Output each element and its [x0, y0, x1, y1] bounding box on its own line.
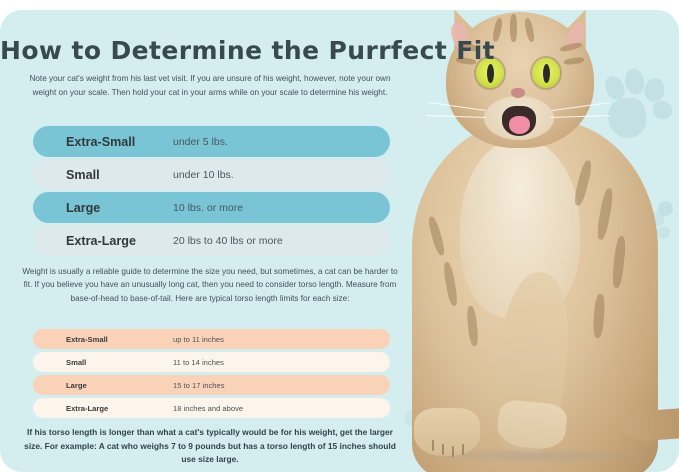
infographic-card: How to Determine the Purrfect Fit Note y…	[0, 10, 679, 472]
size-value: under 10 lbs.	[173, 168, 234, 181]
table-row: Extra-Large 18 inches and above	[33, 398, 390, 418]
weight-size-table: Extra-Small under 5 lbs. Small under 10 …	[33, 126, 390, 258]
size-label: Extra-Large	[66, 233, 136, 248]
page-title: How to Determine the Purrfect Fit	[0, 36, 496, 65]
size-label: Extra-Large	[66, 403, 109, 413]
table-row: Large 15 to 17 inches	[33, 375, 390, 395]
footer-paragraph: If his torso length is longer than what …	[24, 427, 396, 465]
size-value: 20 lbs to 40 lbs or more	[173, 234, 283, 247]
table-row: Extra-Small up to 11 inches	[33, 329, 390, 349]
size-value: under 5 lbs.	[173, 135, 228, 148]
cat-photo	[398, 10, 679, 472]
size-value: 10 lbs. or more	[173, 201, 244, 214]
torso-value: 18 inches and above	[173, 403, 244, 413]
table-row: Extra-Large 20 lbs to 40 lbs or more	[33, 225, 390, 256]
size-label: Extra-Small	[66, 134, 136, 149]
table-row: Small under 10 lbs.	[33, 159, 390, 190]
middle-paragraph: Weight is usually a reliable guide to de…	[22, 267, 398, 303]
table-row: Large 10 lbs. or more	[33, 192, 390, 223]
intro-paragraph: Note your cat's weight from his last vet…	[29, 74, 391, 97]
size-label: Small	[66, 357, 87, 367]
torso-value: 11 to 14 inches	[173, 357, 224, 367]
table-row: Small 11 to 14 inches	[33, 352, 390, 372]
size-label: Large	[66, 380, 87, 390]
torso-value: 15 to 17 inches	[173, 380, 225, 390]
size-label: Extra-Small	[66, 334, 108, 344]
size-label: Small	[66, 167, 100, 182]
table-row: Extra-Small under 5 lbs.	[33, 126, 390, 157]
torso-value: up to 11 inches	[173, 334, 224, 344]
size-label: Large	[66, 200, 101, 215]
torso-length-table: Extra-Small up to 11 inches Small 11 to …	[33, 329, 390, 421]
